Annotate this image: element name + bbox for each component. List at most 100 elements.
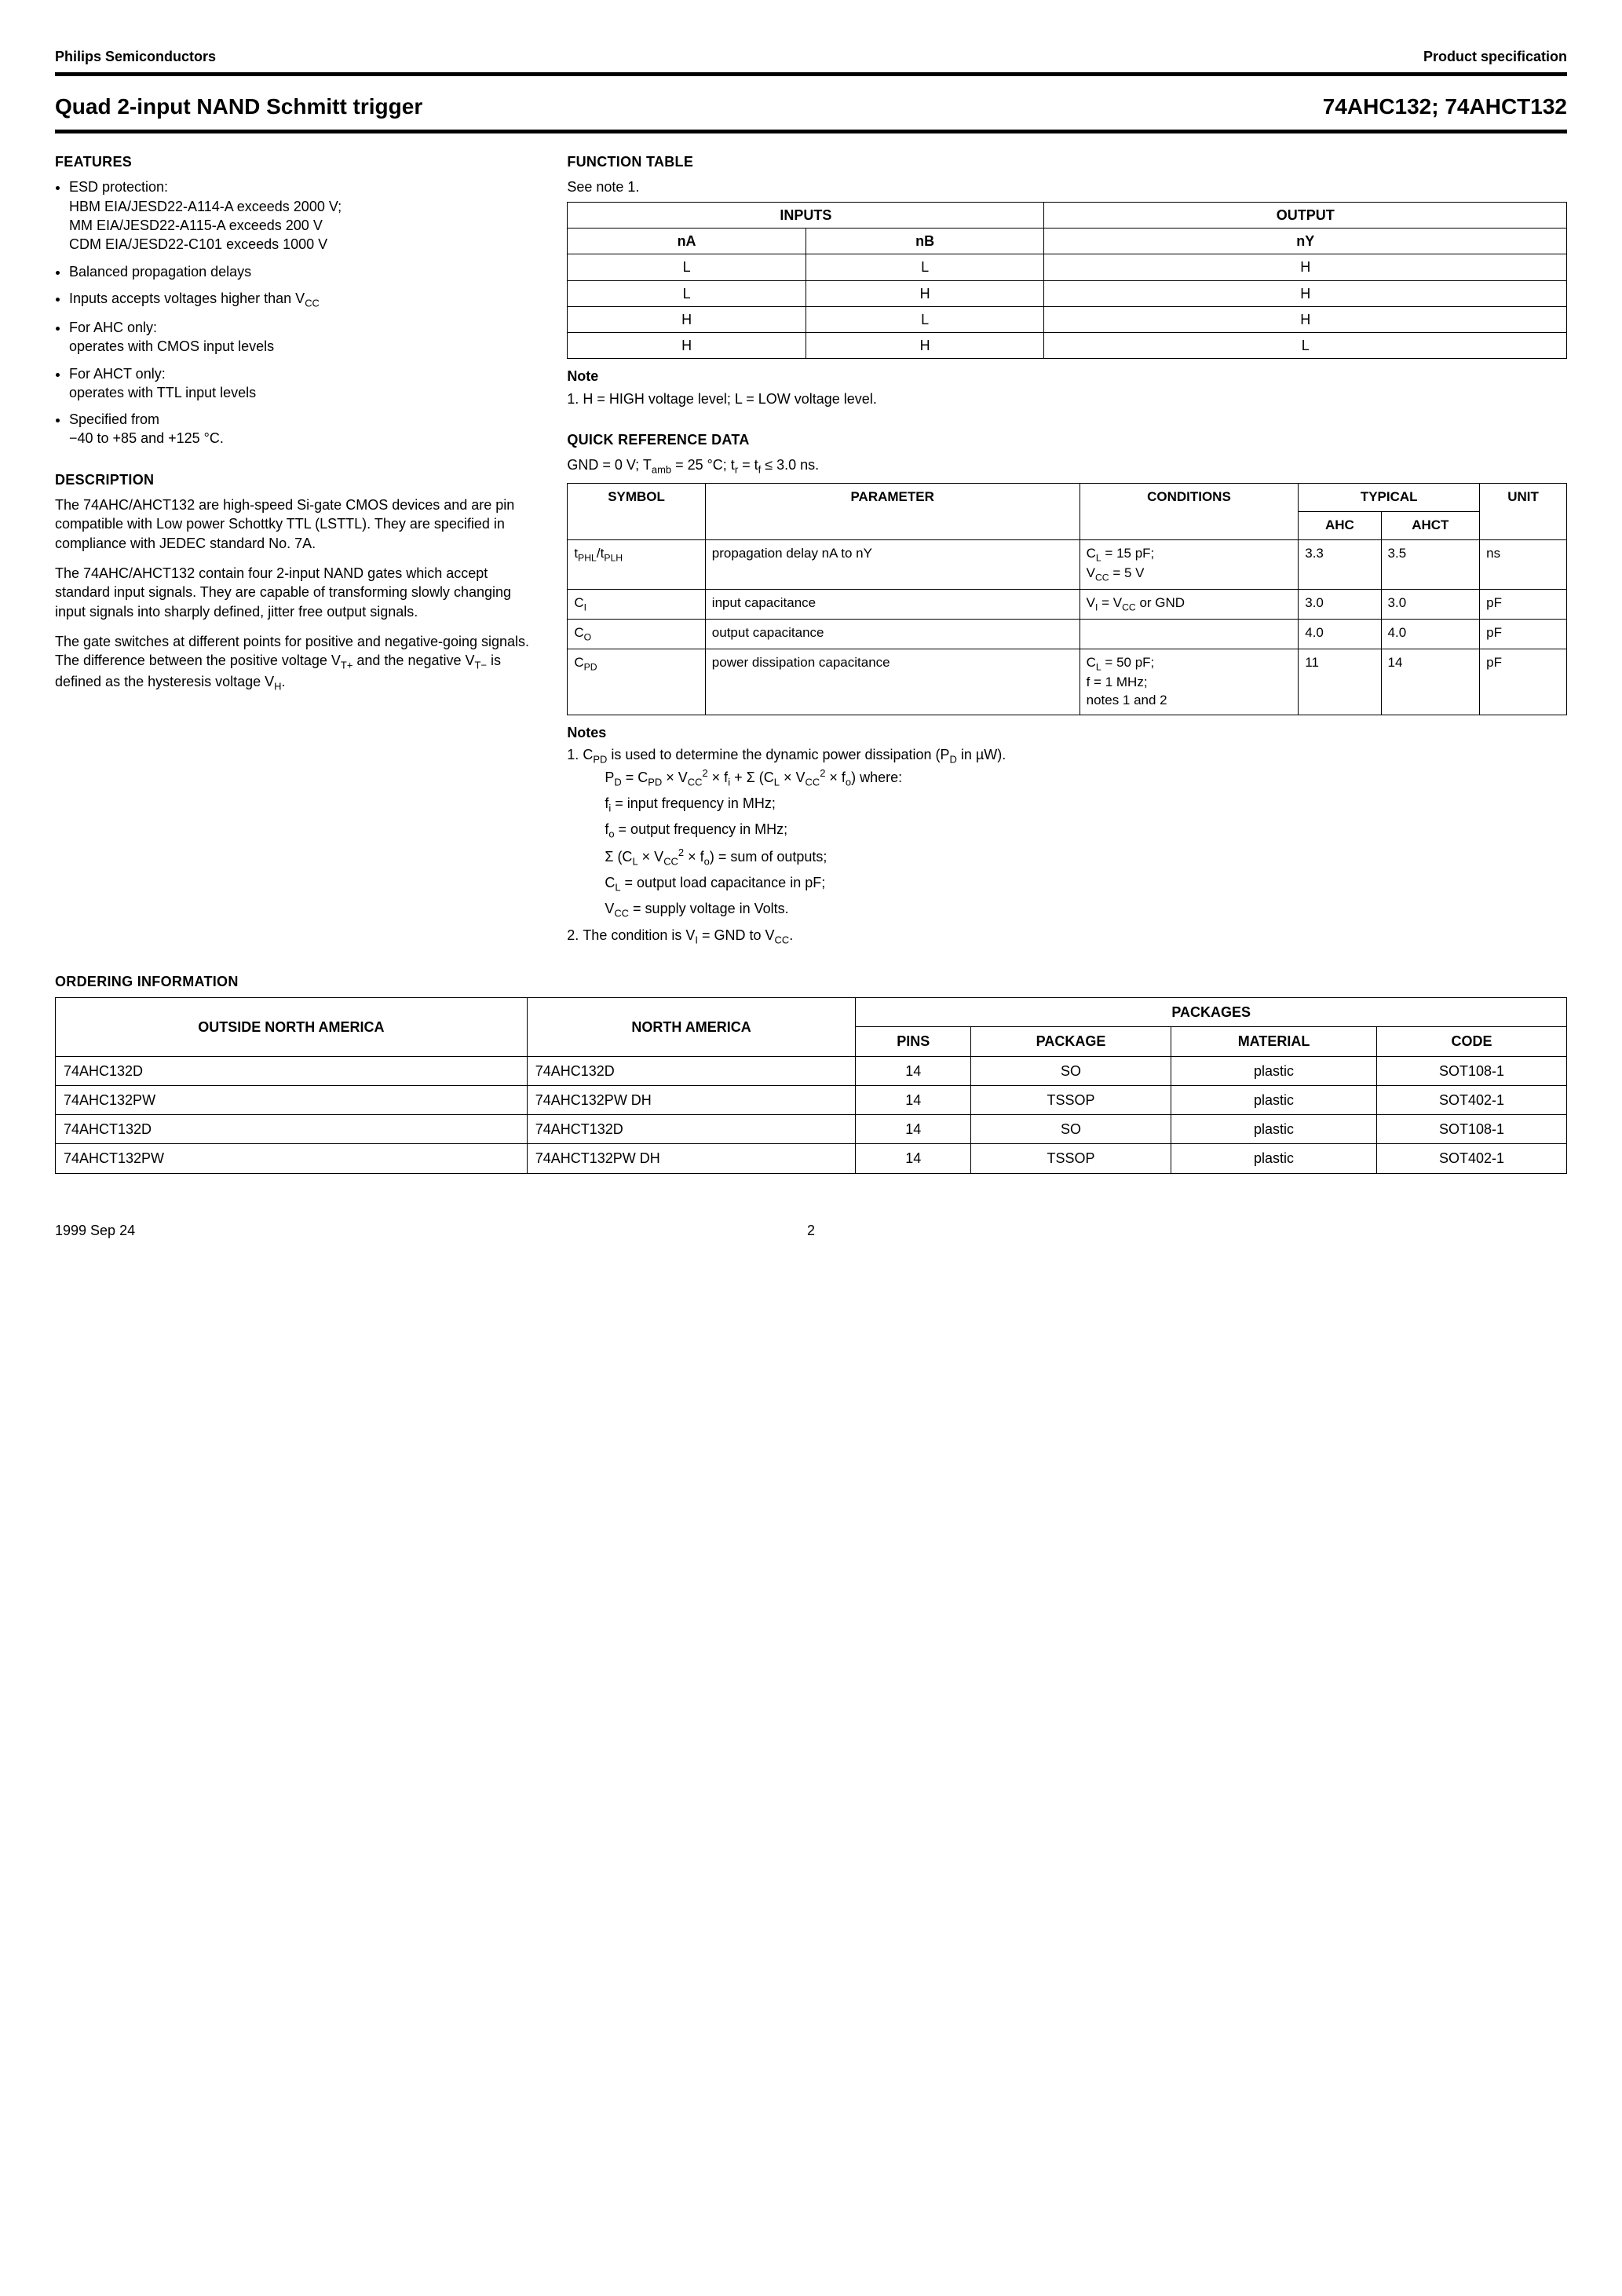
func-see: See note 1. [567, 177, 1567, 196]
order-heading: ORDERING INFORMATION [55, 972, 1567, 991]
table-cell: H [568, 306, 806, 332]
table-cell: L [1044, 333, 1567, 359]
qref-notes-head: Notes [567, 723, 1567, 742]
cell-param: input capacitance [705, 590, 1080, 620]
table-cell: 14 [856, 1144, 971, 1173]
table-row: LHH [568, 280, 1567, 306]
formula-vcc: VCC = supply voltage in Volts. [605, 899, 1567, 920]
th-pkg: PACKAGE [970, 1027, 1171, 1056]
table-cell: SOT402-1 [1377, 1144, 1567, 1173]
th-ahc: AHC [1299, 512, 1381, 540]
table-row: 74AHCT132D74AHCT132D14SOplasticSOT108-1 [56, 1115, 1567, 1144]
table-cell: 74AHCT132PW [56, 1144, 528, 1173]
th-mat: MATERIAL [1171, 1027, 1377, 1056]
formula-fi: fi = input frequency in MHz; [605, 794, 1567, 815]
table-cell: L [568, 280, 806, 306]
description-p1: The 74AHC/AHCT132 are high-speed Si-gate… [55, 495, 539, 553]
table-cell: 74AHCT132PW DH [527, 1144, 856, 1173]
table-cell: L [568, 254, 806, 280]
table-cell: 14 [856, 1115, 971, 1144]
th-param: PARAMETER [705, 484, 1080, 540]
table-row: CIinput capacitanceVI = VCC or GND3.03.0… [568, 590, 1567, 620]
header-left: Philips Semiconductors [55, 47, 216, 66]
feature-item: For AHCT only:operates with TTL input le… [69, 364, 539, 403]
th-ny: nY [1044, 228, 1567, 254]
table-cell: 14 [856, 1085, 971, 1114]
table-cell: plastic [1171, 1085, 1377, 1114]
formula-pd: PD = CPD × VCC2 × fi + Σ (CL × VCC2 × fo… [605, 766, 1567, 789]
table-cell: 74AHC132D [527, 1056, 856, 1085]
title-row: Quad 2-input NAND Schmitt trigger 74AHC1… [55, 92, 1567, 122]
table-cell: plastic [1171, 1144, 1377, 1173]
order-table: OUTSIDE NORTH AMERICA NORTH AMERICA PACK… [55, 997, 1567, 1174]
description-heading: DESCRIPTION [55, 470, 539, 489]
table-cell: 74AHC132PW [56, 1085, 528, 1114]
table-row: 74AHC132PW74AHC132PW DH14TSSOPplasticSOT… [56, 1085, 1567, 1114]
table-cell: SO [970, 1056, 1171, 1085]
feature-item: Inputs accepts voltages higher than VCC [69, 289, 539, 310]
footer-page: 2 [807, 1221, 815, 1240]
table-cell: TSSOP [970, 1144, 1171, 1173]
table-cell: TSSOP [970, 1085, 1171, 1114]
th-cond: CONDITIONS [1080, 484, 1299, 540]
cell-cond: VI = VCC or GND [1080, 590, 1299, 620]
table-cell: SO [970, 1115, 1171, 1144]
cell-ahct: 4.0 [1381, 620, 1480, 649]
cell-ahc: 4.0 [1299, 620, 1381, 649]
th-out: OUTSIDE NORTH AMERICA [56, 997, 528, 1056]
table-cell: H [1044, 280, 1567, 306]
cell-symbol: CPD [568, 649, 705, 715]
th-typ: TYPICAL [1299, 484, 1480, 512]
cell-symbol: tPHL/tPLH [568, 540, 705, 590]
table-row: 74AHCT132PW74AHCT132PW DH14TSSOPplasticS… [56, 1144, 1567, 1173]
features-list: ESD protection:HBM EIA/JESD22-A114-A exc… [69, 177, 539, 448]
page-header: Philips Semiconductors Product specifica… [55, 47, 1567, 66]
title-left: Quad 2-input NAND Schmitt trigger [55, 92, 422, 122]
th-output: OUTPUT [1044, 202, 1567, 228]
cell-ahc: 11 [1299, 649, 1381, 715]
th-pack: PACKAGES [856, 997, 1567, 1026]
footer-date: 1999 Sep 24 [55, 1221, 135, 1240]
qref-note-1: CPD is used to determine the dynamic pow… [583, 745, 1567, 921]
th-pins: PINS [856, 1027, 971, 1056]
table-cell: 74AHC132D [56, 1056, 528, 1085]
table-row: LLH [568, 254, 1567, 280]
func-note-head: Note [567, 367, 1567, 386]
qref-heading: QUICK REFERENCE DATA [567, 430, 1567, 449]
table-cell: plastic [1171, 1056, 1377, 1085]
th-unit: UNIT [1480, 484, 1567, 540]
cell-unit: pF [1480, 620, 1567, 649]
cell-param: output capacitance [705, 620, 1080, 649]
qref-table: SYMBOL PARAMETER CONDITIONS TYPICAL UNIT… [567, 483, 1567, 715]
th-inputs: INPUTS [568, 202, 1044, 228]
feature-item: ESD protection:HBM EIA/JESD22-A114-A exc… [69, 177, 539, 254]
func-heading: FUNCTION TABLE [567, 152, 1567, 171]
description-p2: The 74AHC/AHCT132 contain four 2-input N… [55, 564, 539, 621]
table-cell: H [1044, 306, 1567, 332]
table-cell: 74AHCT132D [56, 1115, 528, 1144]
table-cell: H [568, 333, 806, 359]
cell-ahc: 3.0 [1299, 590, 1381, 620]
cell-ahc: 3.3 [1299, 540, 1381, 590]
cell-cond [1080, 620, 1299, 649]
table-cell: L [806, 254, 1044, 280]
cell-cond: CL = 50 pF;f = 1 MHz;notes 1 and 2 [1080, 649, 1299, 715]
qref-note-2: The condition is VI = GND to VCC. [583, 926, 1567, 947]
cell-ahct: 3.5 [1381, 540, 1480, 590]
page-footer: 1999 Sep 24 2 [55, 1221, 1567, 1240]
table-cell: 74AHC132PW DH [527, 1085, 856, 1114]
table-row: tPHL/tPLHpropagation delay nA to nYCL = … [568, 540, 1567, 590]
cell-ahct: 3.0 [1381, 590, 1480, 620]
feature-item: For AHC only:operates with CMOS input le… [69, 318, 539, 356]
cell-unit: pF [1480, 649, 1567, 715]
th-nb: nB [806, 228, 1044, 254]
cell-unit: ns [1480, 540, 1567, 590]
table-cell: plastic [1171, 1115, 1377, 1144]
cell-cond: CL = 15 pF;VCC = 5 V [1080, 540, 1299, 590]
table-cell: 14 [856, 1056, 971, 1085]
th-ahct: AHCT [1381, 512, 1480, 540]
table-cell: SOT108-1 [1377, 1056, 1567, 1085]
cell-symbol: CO [568, 620, 705, 649]
qref-cond-line: GND = 0 V; Tamb = 25 °C; tr = tf ≤ 3.0 n… [567, 455, 1567, 477]
func-notes: H = HIGH voltage level; L = LOW voltage … [583, 389, 1567, 408]
